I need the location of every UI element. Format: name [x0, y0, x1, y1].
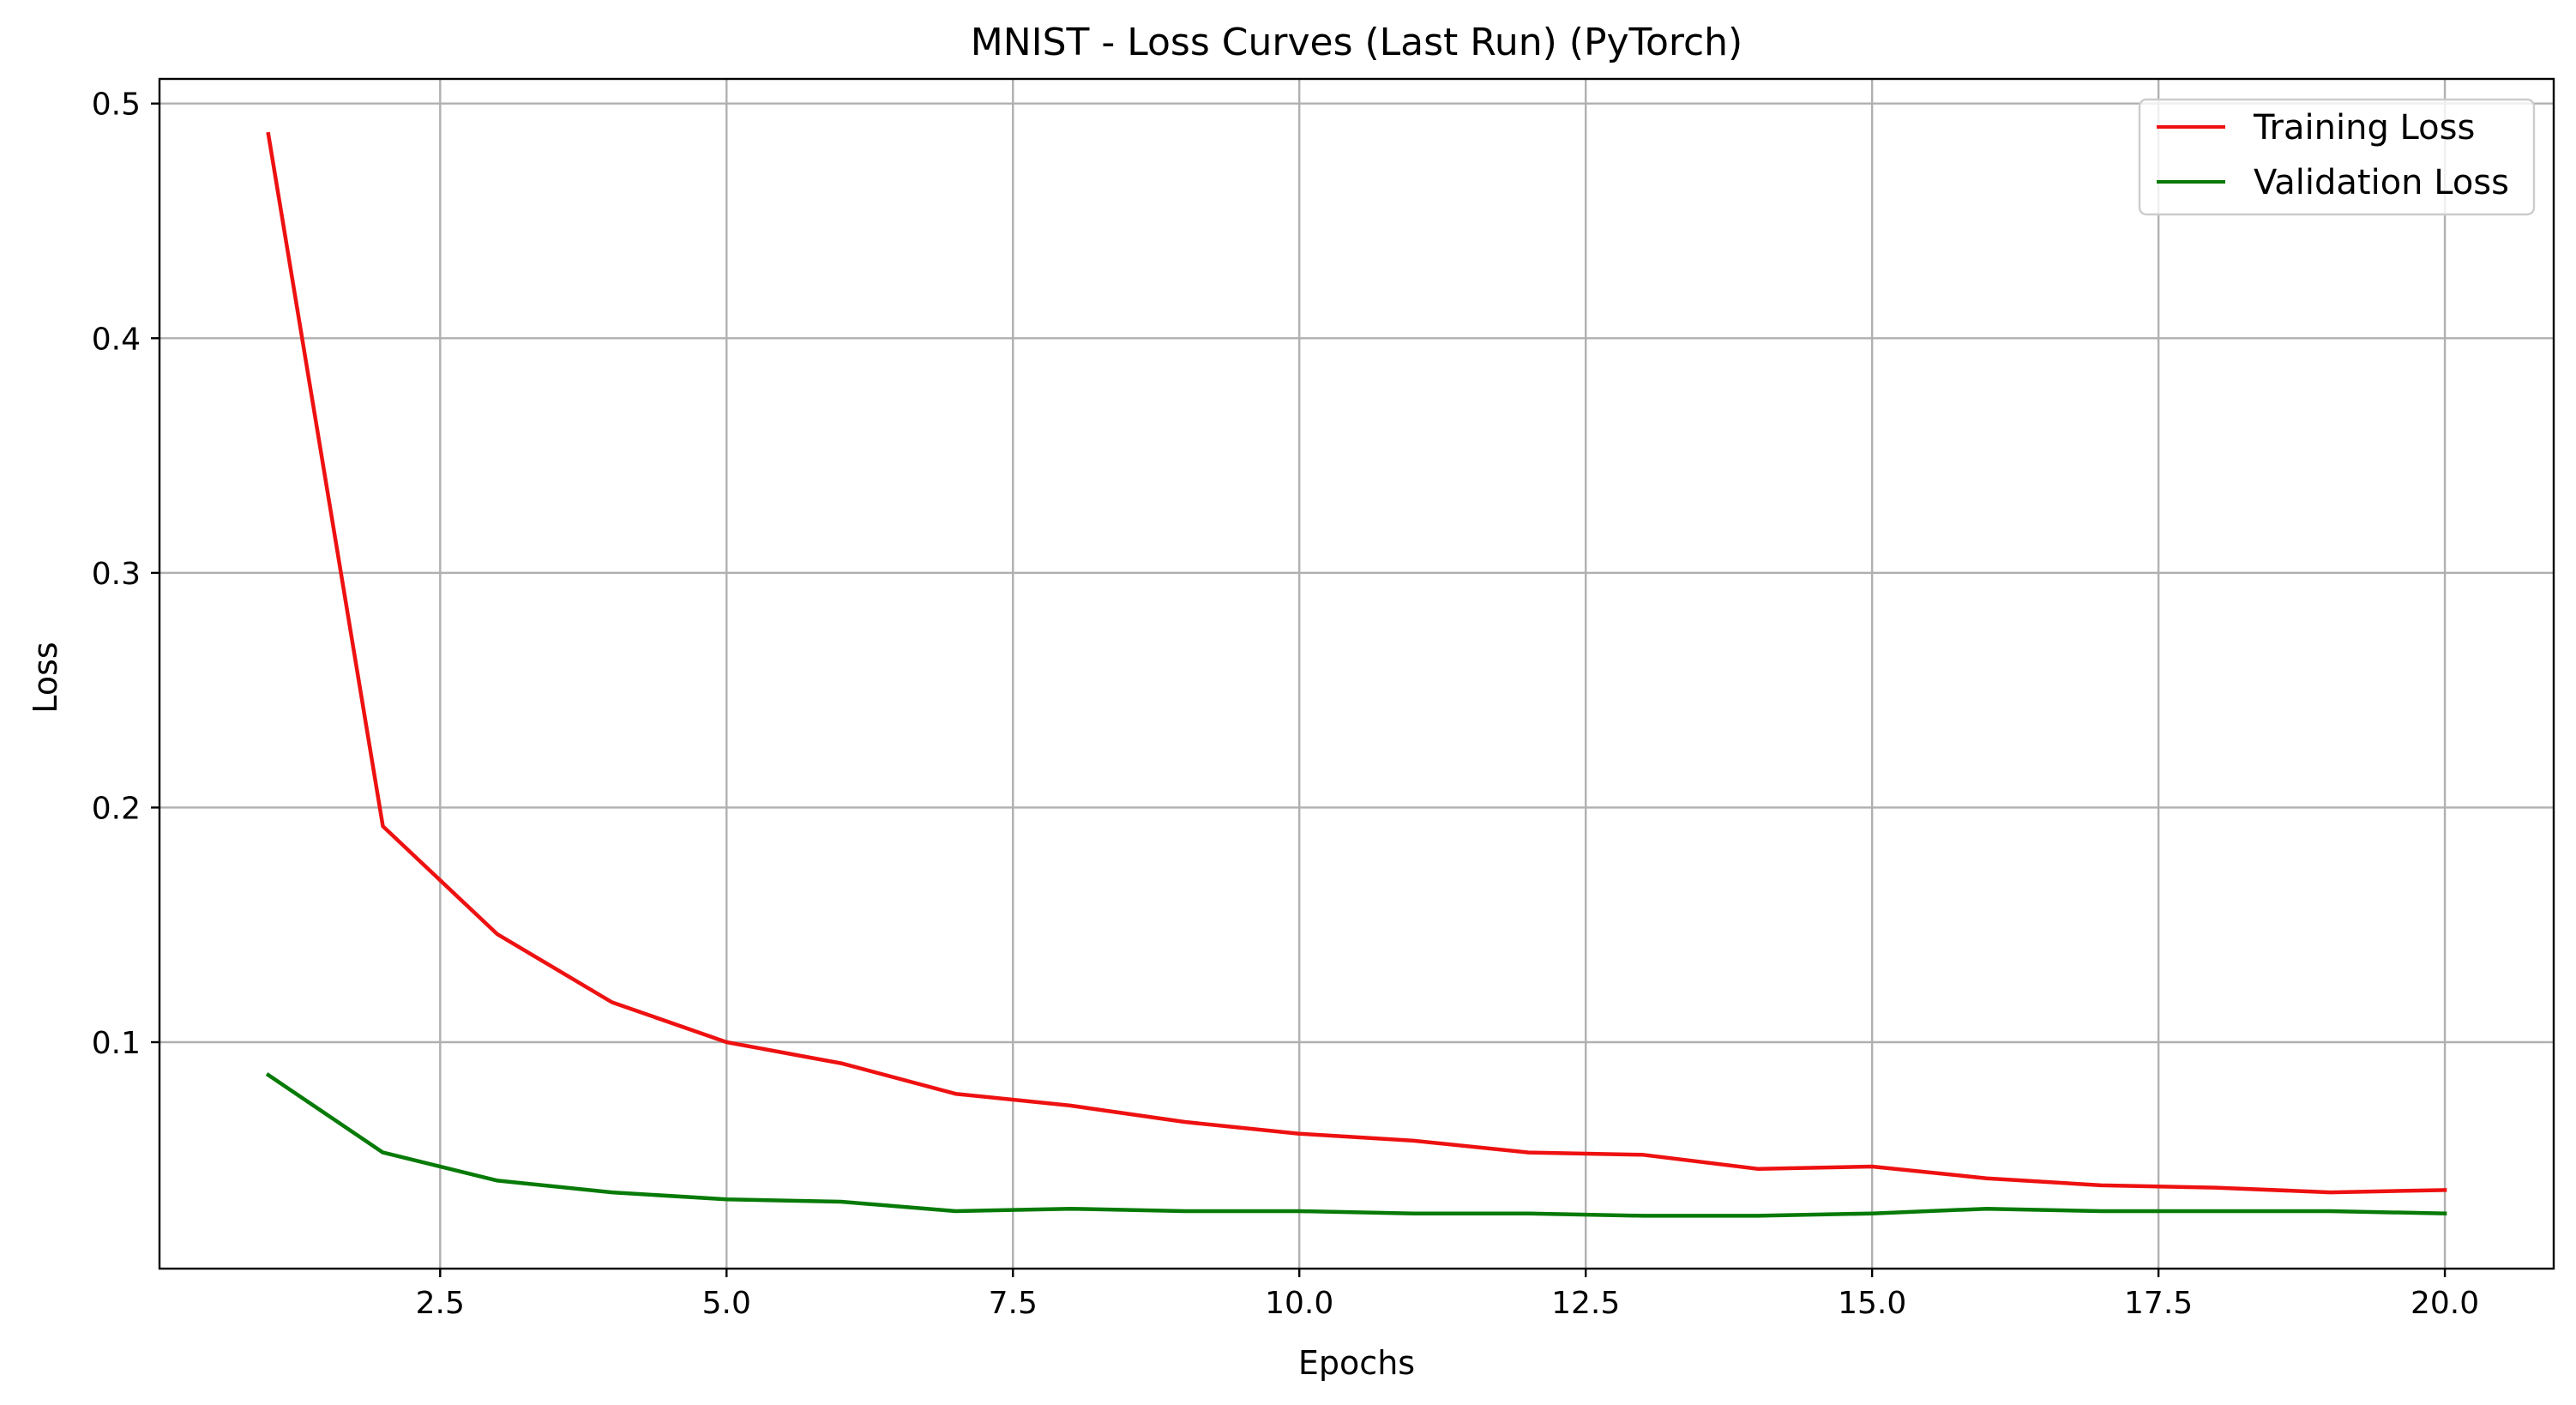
- x-tick-label: 20.0: [2410, 1286, 2479, 1321]
- legend-label-validation-loss: Validation Loss: [2254, 163, 2509, 202]
- x-tick-label: 2.5: [416, 1286, 465, 1321]
- x-tick-label: 15.0: [1838, 1286, 1906, 1321]
- x-tick-label: 5.0: [702, 1286, 751, 1321]
- y-tick-label: 0.5: [92, 87, 141, 123]
- grid: [159, 79, 2554, 1269]
- y-axis-label: Loss: [27, 642, 64, 713]
- x-tick-label: 10.0: [1265, 1286, 1333, 1321]
- chart-title: MNIST - Loss Curves (Last Run) (PyTorch): [971, 21, 1742, 64]
- series-lines: [265, 131, 2447, 1218]
- y-tick-label: 0.3: [92, 557, 141, 592]
- y-tick-label: 0.1: [92, 1026, 141, 1061]
- x-axis-ticks: 2.5 5.0 7.5 10.0 12.5 15.0 17.5 20.0: [416, 1269, 2479, 1321]
- y-tick-label: 0.2: [92, 791, 141, 826]
- series-line-training-loss: [266, 131, 2447, 1195]
- y-axis-ticks: 0.1 0.2 0.3 0.4 0.5: [92, 87, 159, 1061]
- x-tick-label: 12.5: [1551, 1286, 1620, 1321]
- legend-label-training-loss: Training Loss: [2253, 108, 2475, 148]
- series-line-validation-loss: [265, 1072, 2447, 1218]
- plot-frame: [158, 77, 2555, 1270]
- legend-box: [2138, 98, 2536, 216]
- x-tick-label: 17.5: [2124, 1286, 2193, 1321]
- legend: Training Loss Validation Loss: [2138, 98, 2536, 216]
- x-axis-label: Epochs: [1298, 1344, 1415, 1382]
- y-tick-label: 0.4: [92, 322, 141, 357]
- x-tick-label: 7.5: [989, 1286, 1038, 1321]
